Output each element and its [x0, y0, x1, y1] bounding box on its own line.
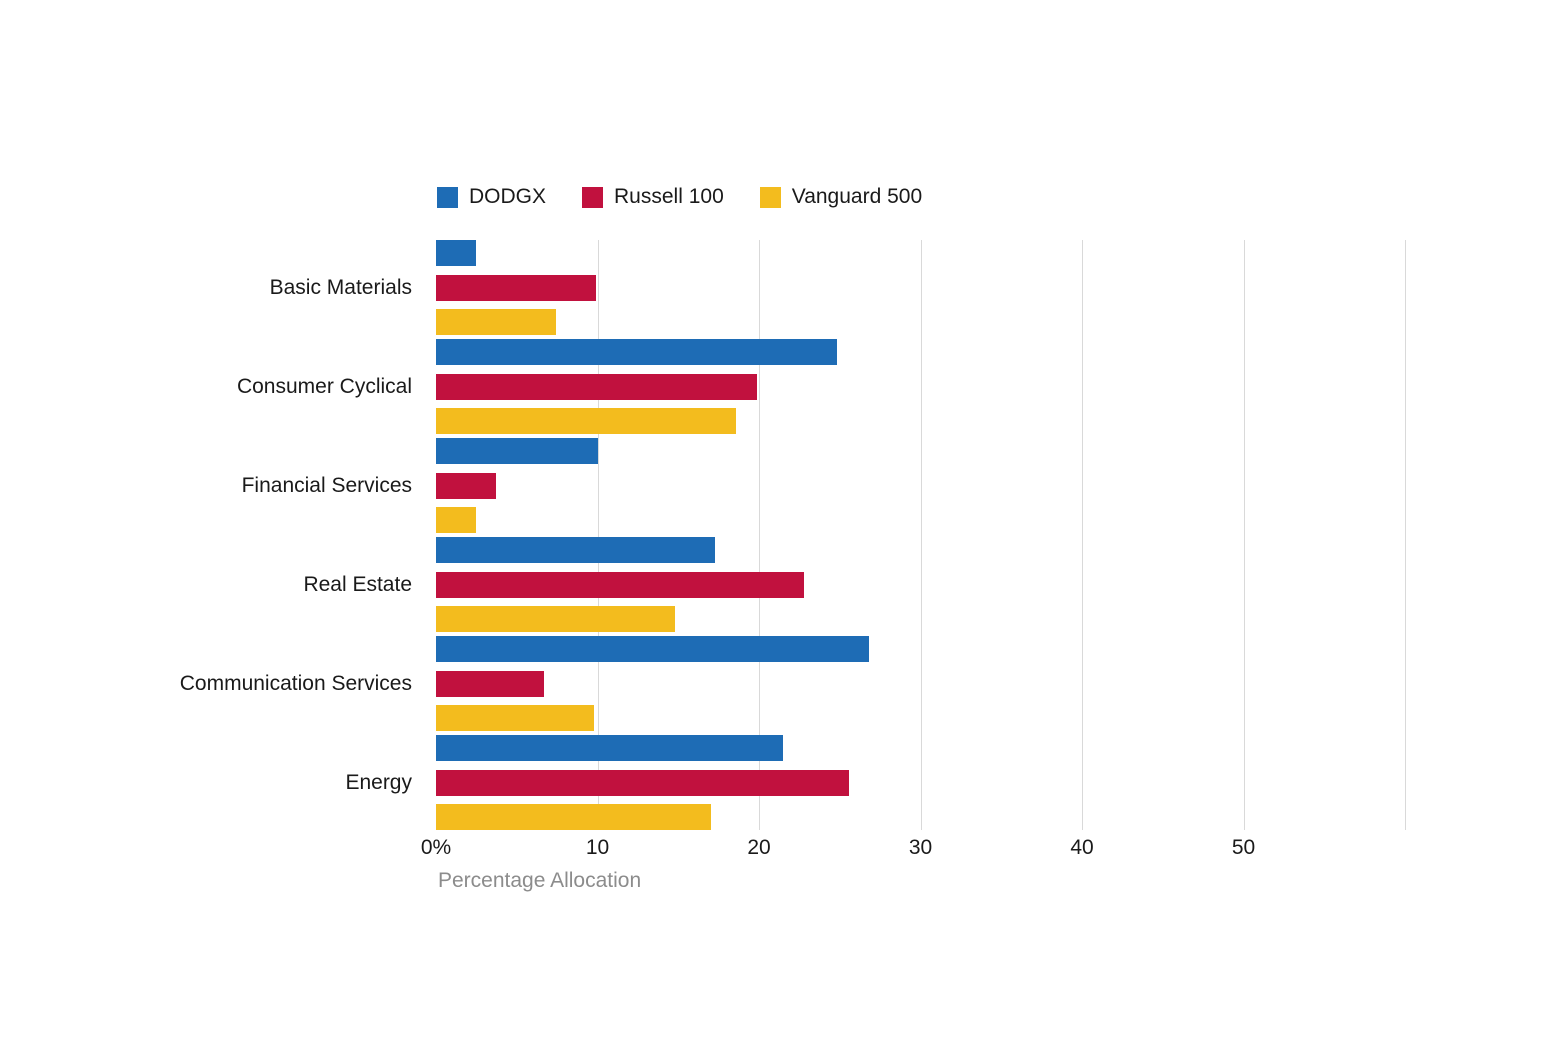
bar-vanguard-500-real-estate [436, 606, 676, 632]
legend-item-russell-100: Russell 100 [582, 185, 724, 209]
bar-vanguard-500-basic-materials [436, 309, 556, 335]
gridline-40 [1082, 240, 1083, 830]
x-axis-title: Percentage Allocation [438, 869, 642, 892]
plot-area [436, 240, 1406, 830]
bar-dodgx-energy [436, 735, 784, 761]
bar-vanguard-500-communication-services [436, 705, 595, 731]
bar-dodgx-communication-services [436, 636, 869, 662]
category-label-communication-services: Communication Services [179, 671, 412, 695]
bar-russell-100-energy [436, 769, 850, 796]
x-tick-20: 20 [747, 836, 771, 859]
bar-vanguard-500-consumer-cyclical [436, 408, 737, 434]
x-tick-10: 10 [585, 836, 610, 859]
category-label-consumer-cyclical: Consumer Cyclical [236, 374, 412, 398]
x-tick-0pct: 0% [420, 836, 452, 859]
legend-label-dodgx: DODGX [469, 185, 547, 208]
bar-vanguard-500-energy [436, 804, 711, 830]
legend-swatch-vanguard-500 [759, 186, 781, 208]
bar-dodgx-basic-materials [436, 240, 477, 266]
gridline-20 [759, 240, 760, 830]
x-tick-50: 50 [1231, 836, 1256, 859]
legend-swatch-russell-100 [582, 186, 604, 208]
category-label-basic-materials: Basic Materials [269, 275, 412, 299]
legend-item-vanguard-500: Vanguard 500 [759, 185, 923, 209]
bar-dodgx-consumer-cyclical [436, 339, 837, 365]
category-label-financial-services: Financial Services [241, 473, 412, 497]
bar-dodgx-real-estate [436, 537, 716, 563]
x-tick-40: 40 [1070, 836, 1094, 859]
bar-russell-100-communication-services [436, 670, 545, 697]
gridline-30 [920, 240, 922, 830]
category-label-real-estate: Real Estate [303, 572, 412, 596]
legend-label-vanguard-500: Vanguard 500 [791, 185, 923, 208]
gridline-50 [1243, 240, 1245, 830]
gridline-10 [597, 240, 599, 830]
legend-label-russell-100: Russell 100 [614, 185, 724, 208]
bar-russell-100-real-estate [436, 571, 805, 598]
bar-russell-100-financial-services [436, 472, 496, 499]
legend-item-dodgx: DODGX [437, 185, 546, 209]
legend-swatch-dodgx [437, 186, 458, 208]
gridline-60 [1405, 240, 1406, 830]
bar-russell-100-basic-materials [436, 274, 596, 301]
bar-dodgx-financial-services [436, 438, 598, 464]
bar-russell-100-consumer-cyclical [436, 373, 758, 400]
legend: DODGX Russell 100 Vanguard 500 [437, 185, 922, 209]
x-tick-30: 30 [908, 836, 933, 859]
bar-vanguard-500-financial-services [436, 507, 477, 533]
category-label-energy: Energy [345, 770, 412, 794]
